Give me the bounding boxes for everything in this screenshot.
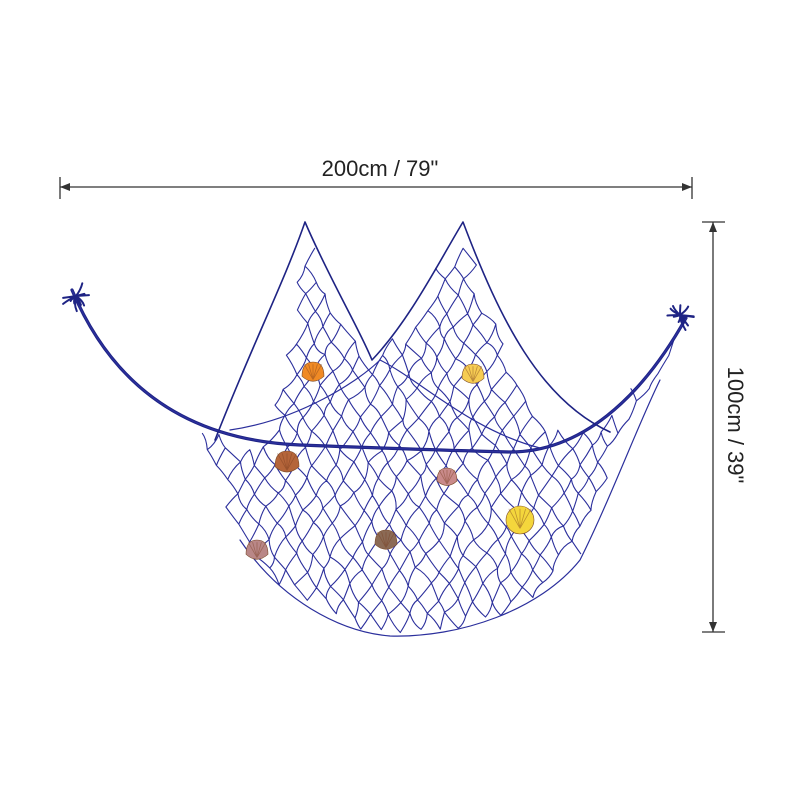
height-dimension-line bbox=[702, 221, 725, 633]
net-lower-edge bbox=[239, 379, 661, 637]
pink-scallop-shell-icon bbox=[436, 467, 458, 486]
spotted-brown-shell-icon bbox=[374, 529, 398, 550]
mauve-scallop-shell-icon bbox=[245, 539, 269, 560]
height-dimension-label: 100cm / 39" bbox=[723, 366, 748, 484]
yellow-scallop-shell-icon bbox=[461, 363, 485, 384]
arrow-left-icon bbox=[60, 183, 70, 191]
brown-scallop-shell-icon bbox=[274, 450, 300, 473]
orange-scallop-shell-icon bbox=[301, 361, 325, 382]
yellow-round-shell-icon bbox=[505, 505, 535, 535]
net-mesh-strands bbox=[201, 247, 675, 634]
width-dimension-label: 200cm / 79" bbox=[321, 156, 439, 181]
arrow-down-icon bbox=[709, 622, 717, 632]
net-cross-rope bbox=[229, 359, 541, 449]
fishing-net-mesh bbox=[201, 247, 675, 634]
width-dimension-line bbox=[59, 177, 693, 199]
arrow-right-icon bbox=[682, 183, 692, 191]
fishing-net-ropes bbox=[62, 221, 695, 637]
net-peak-rope bbox=[214, 221, 611, 441]
right-rope-tassel bbox=[666, 304, 695, 331]
net-bottom-rope bbox=[70, 288, 688, 454]
arrow-up-icon bbox=[709, 222, 717, 232]
net-bottom-rope-highlight bbox=[71, 289, 687, 453]
left-rope-tassel bbox=[62, 282, 90, 313]
seashells bbox=[245, 361, 535, 560]
